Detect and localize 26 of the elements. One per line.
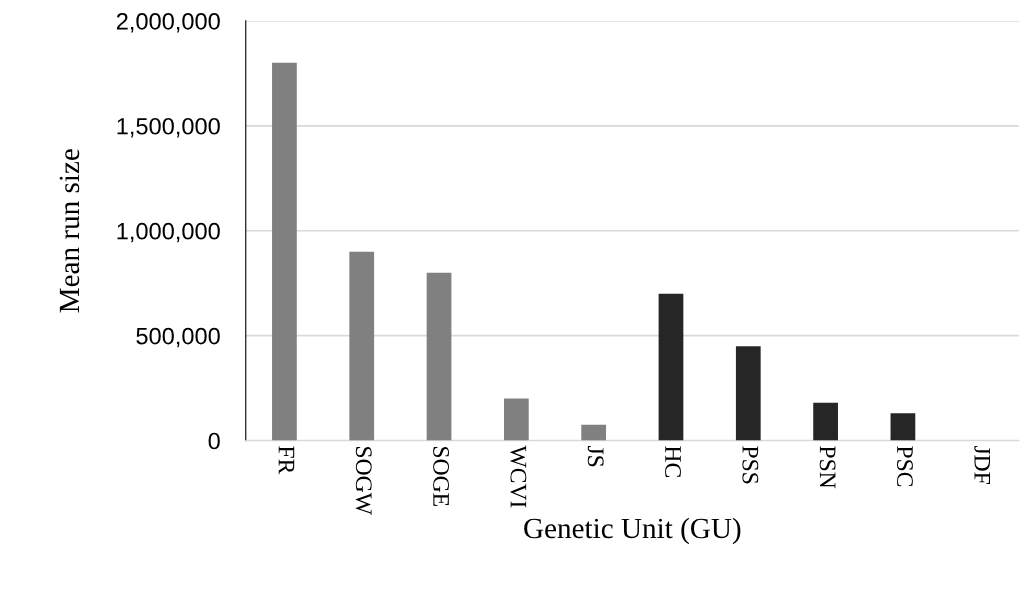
y-tick-label: 500,000	[136, 327, 220, 348]
x-axis-title: Genetic Unit (GU)	[524, 517, 741, 545]
x-tick-label: PSC	[897, 446, 913, 487]
y-tick-label: 0	[208, 432, 220, 450]
y-tick-label: 1,500,000	[117, 117, 220, 138]
bar	[503, 398, 529, 441]
bar	[658, 293, 684, 441]
x-tick-label: PSS	[742, 446, 759, 484]
x-tick-label: HC	[665, 446, 681, 477]
x-tick-label: JDF	[974, 445, 991, 484]
bar	[890, 413, 916, 441]
bar	[581, 424, 607, 441]
y-tick-label: 1,000,000	[117, 222, 220, 243]
bar	[349, 251, 375, 441]
bar	[272, 62, 297, 441]
x-tick-label: SOGW	[355, 447, 372, 515]
x-tick-label: WCVI	[510, 445, 527, 508]
bar	[735, 346, 761, 441]
x-tick-label: PSN	[819, 446, 836, 489]
x-tick-label: JS	[587, 445, 604, 467]
bar	[813, 402, 838, 441]
bar	[426, 272, 452, 441]
x-tick-label: FR	[278, 446, 295, 475]
y-axis-title: Mean run size	[59, 149, 80, 313]
y-tick-label: 2,000,000	[116, 12, 220, 33]
x-tick-label: SOGE	[433, 447, 449, 506]
